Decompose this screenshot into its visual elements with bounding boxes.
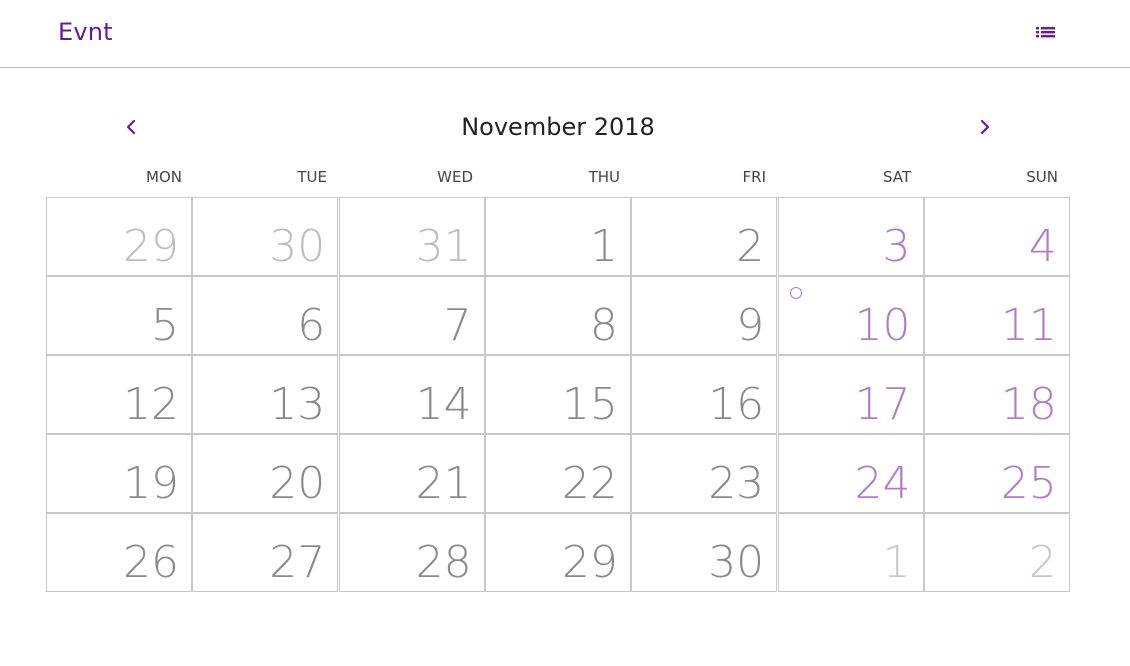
weekday-wed: WED xyxy=(437,168,473,186)
month-title: November 2018 xyxy=(461,113,655,141)
day-number: 22 xyxy=(561,458,618,509)
day-number: 18 xyxy=(1000,379,1057,430)
day-cell[interactable]: 11 xyxy=(923,276,1070,355)
day-number: 11 xyxy=(1000,300,1057,351)
day-number: 10 xyxy=(854,300,911,351)
day-number: 14 xyxy=(415,379,472,430)
day-number: 26 xyxy=(123,537,179,588)
day-number: 27 xyxy=(269,537,326,588)
day-number: 9 xyxy=(736,300,765,351)
day-number: 1 xyxy=(589,221,618,272)
weekday-header: MON TUE WED THU FRI SAT SUN xyxy=(46,168,1070,188)
chevron-left-icon xyxy=(119,119,143,144)
day-number: 5 xyxy=(151,300,179,351)
day-cell[interactable]: 7 xyxy=(338,276,485,355)
day-cell[interactable]: 23 xyxy=(631,434,778,513)
weekday-mon: MON xyxy=(146,168,182,186)
day-cell[interactable]: 28 xyxy=(338,513,485,592)
day-cell[interactable]: 3 xyxy=(777,197,924,276)
day-cell[interactable]: 21 xyxy=(338,434,485,513)
circle-icon xyxy=(789,287,802,299)
day-number: 29 xyxy=(561,537,618,588)
day-number: 28 xyxy=(415,537,472,588)
day-cell[interactable]: 13 xyxy=(192,355,339,434)
day-cell[interactable]: 1 xyxy=(484,197,631,276)
day-cell[interactable]: 1 xyxy=(777,513,924,592)
day-number: 4 xyxy=(1028,221,1057,272)
day-number: 21 xyxy=(415,458,472,509)
day-number: 29 xyxy=(123,221,179,272)
day-cell[interactable]: 6 xyxy=(192,276,339,355)
weekday-sun: SUN xyxy=(1026,168,1058,186)
day-cell[interactable]: 25 xyxy=(923,434,1070,513)
day-number: 25 xyxy=(1000,458,1057,509)
weekday-thu: THU xyxy=(588,168,620,186)
day-number: 13 xyxy=(269,379,326,430)
day-cell[interactable]: 19 xyxy=(46,434,192,513)
day-number: 20 xyxy=(269,458,326,509)
app-brand[interactable]: Evnt xyxy=(58,18,113,46)
day-number: 6 xyxy=(297,300,326,351)
weekday-fri: FRI xyxy=(742,168,766,186)
day-cell[interactable]: 15 xyxy=(484,355,631,434)
day-number: 3 xyxy=(882,221,911,272)
day-number: 2 xyxy=(736,221,765,272)
day-number: 16 xyxy=(708,379,765,430)
day-number: 15 xyxy=(561,379,618,430)
day-cell[interactable]: 20 xyxy=(192,434,339,513)
day-number: 24 xyxy=(854,458,911,509)
day-number: 23 xyxy=(708,458,765,509)
day-number: 31 xyxy=(415,221,472,272)
top-bar: Evnt xyxy=(0,0,1130,68)
day-cell[interactable]: 4 xyxy=(923,197,1070,276)
day-cell[interactable]: 29 xyxy=(484,513,631,592)
day-cell[interactable]: 2 xyxy=(631,197,778,276)
list-icon[interactable] xyxy=(1036,26,1056,40)
day-cell[interactable]: 12 xyxy=(46,355,192,434)
day-cell[interactable]: 30 xyxy=(631,513,778,592)
day-number: 7 xyxy=(443,300,472,351)
day-cell[interactable]: 29 xyxy=(46,197,192,276)
day-number: 30 xyxy=(269,221,326,272)
day-number: 8 xyxy=(589,300,618,351)
day-cell[interactable]: 14 xyxy=(338,355,485,434)
chevron-right-icon xyxy=(973,119,997,144)
day-cell[interactable]: 31 xyxy=(338,197,485,276)
weekday-sat: SAT xyxy=(882,168,911,186)
day-cell[interactable]: 26 xyxy=(46,513,192,592)
prev-month-button[interactable] xyxy=(119,114,143,140)
day-cell[interactable]: 17 xyxy=(777,355,924,434)
day-cell[interactable]: 18 xyxy=(923,355,1070,434)
day-number: 30 xyxy=(708,537,765,588)
day-cell[interactable]: 2 xyxy=(923,513,1070,592)
day-number: 19 xyxy=(123,458,179,509)
day-cell[interactable]: 5 xyxy=(46,276,192,355)
day-cell[interactable]: 24 xyxy=(777,434,924,513)
day-cell[interactable]: 30 xyxy=(192,197,339,276)
weekday-tue: TUE xyxy=(297,168,327,186)
day-cell[interactable]: 16 xyxy=(631,355,778,434)
day-number: 17 xyxy=(854,379,911,430)
day-cell[interactable]: 27 xyxy=(192,513,339,592)
next-month-button[interactable] xyxy=(973,114,997,140)
day-cell[interactable]: 22 xyxy=(484,434,631,513)
day-cell[interactable]: 8 xyxy=(484,276,631,355)
day-cell[interactable]: 10 xyxy=(777,276,924,355)
day-number: 2 xyxy=(1028,537,1057,588)
day-number: 12 xyxy=(123,379,179,430)
calendar-grid: 29 30 31 1 2 3 4 5 6 7 8 9 10 11 12 13 14 15 16 17 18 19 20 21 2… xyxy=(46,197,1070,592)
day-cell[interactable]: 9 xyxy=(631,276,778,355)
day-number: 1 xyxy=(882,537,911,588)
